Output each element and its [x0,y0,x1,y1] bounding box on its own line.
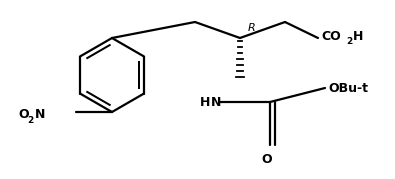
Text: N: N [35,108,45,120]
Text: N: N [211,96,221,108]
Text: 2: 2 [346,37,352,45]
Text: OBu-t: OBu-t [328,81,368,95]
Text: 2: 2 [27,115,33,125]
Text: O: O [261,153,272,166]
Text: O: O [18,108,28,120]
Text: H: H [200,96,211,108]
Text: H: H [353,30,363,42]
Text: CO: CO [321,30,341,42]
Text: R: R [248,23,256,33]
